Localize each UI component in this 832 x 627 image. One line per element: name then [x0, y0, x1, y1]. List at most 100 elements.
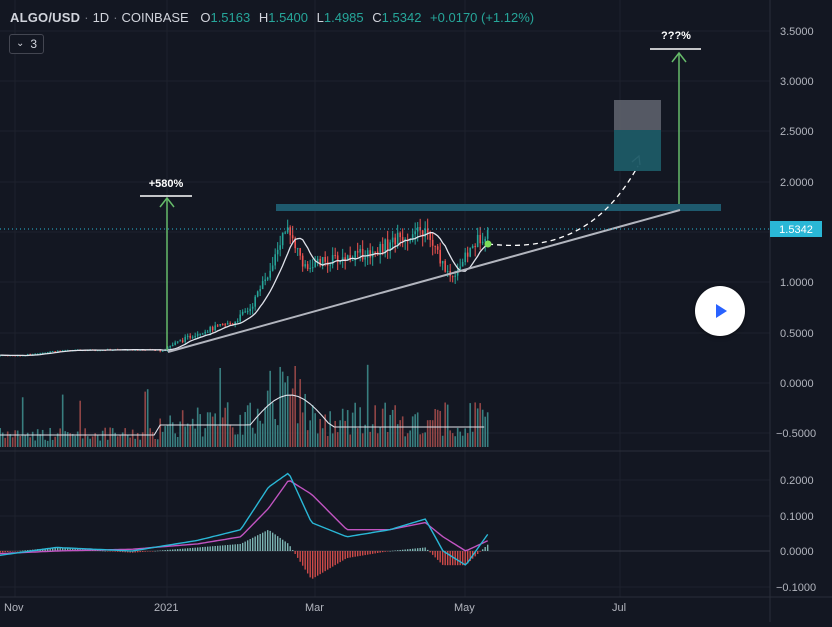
macd-histogram-bar	[244, 541, 246, 551]
macd-histogram-bar	[364, 551, 366, 556]
volume-bar	[401, 416, 404, 447]
volume-bar	[81, 438, 84, 447]
volume-bar	[479, 403, 481, 447]
macd-histogram-bar	[476, 551, 479, 555]
macd-histogram-bar	[64, 548, 66, 551]
candle-body	[406, 239, 409, 241]
target-zone-upper[interactable]	[614, 100, 661, 130]
macd-histogram-bar	[134, 551, 136, 553]
candle-body	[239, 314, 241, 322]
high-value: 1.5400	[268, 10, 309, 25]
volume-bar	[181, 410, 184, 447]
interval[interactable]: 1D	[92, 10, 110, 25]
macd-histogram-bar	[419, 547, 421, 551]
macd-axis[interactable]: 0.2000 0.1000 0.0000 −0.1000	[776, 475, 816, 594]
volume-bar	[436, 409, 439, 447]
volume-bar	[91, 436, 94, 447]
target-zone-lower[interactable]	[614, 130, 661, 171]
candle-body	[44, 352, 46, 354]
volume-bar	[271, 402, 274, 447]
low-value: 1.4985	[323, 10, 364, 25]
candle-body	[434, 245, 436, 247]
volume-bar	[289, 394, 291, 447]
projected-path[interactable]	[487, 165, 639, 246]
volume-bar	[194, 428, 196, 447]
volume-bar	[174, 433, 176, 447]
volume-bar	[139, 439, 141, 447]
volume-bar	[154, 438, 156, 447]
macd-histogram-bar	[371, 551, 374, 554]
candle-body	[396, 232, 399, 245]
resistance-zone[interactable]	[276, 204, 721, 211]
candle-body	[209, 326, 211, 332]
indicators-toggle-button[interactable]: ⌄ 3	[9, 34, 45, 54]
macd-histogram-bar	[176, 549, 179, 551]
price-tick-label: 2.0000	[780, 177, 814, 189]
volume-bar	[389, 414, 391, 447]
volume-bar	[96, 435, 99, 447]
current-price-badge	[770, 221, 822, 237]
macd-histogram-bar	[6, 551, 9, 552]
volume-bar	[281, 371, 284, 447]
macd-histogram-bar	[464, 551, 466, 566]
volume-bar	[164, 426, 166, 447]
macd-histogram-bar	[149, 551, 151, 552]
ascending-trendline[interactable]	[167, 209, 681, 353]
volume-bar	[461, 435, 464, 447]
volume-bar	[329, 411, 331, 447]
volume-bar	[24, 434, 26, 447]
candle-body	[421, 230, 424, 237]
candle-body	[241, 311, 244, 315]
candle-body	[39, 352, 41, 354]
volume-bar	[379, 426, 381, 447]
macd-histogram-bar	[484, 547, 486, 551]
candle-body	[314, 261, 316, 268]
macd-histogram-bar	[174, 549, 176, 551]
candle-body	[224, 324, 226, 326]
volume-bar	[184, 426, 186, 447]
volume-bar	[221, 417, 224, 447]
volume-bar	[186, 423, 189, 447]
macd-histogram-bar	[346, 551, 349, 558]
volume-bar	[446, 404, 449, 447]
symbol-name[interactable]: ALGO/USD	[10, 10, 81, 25]
volume-bar	[196, 407, 199, 447]
candle-body	[286, 227, 289, 233]
macd-tick-label: 0.0000	[780, 546, 814, 558]
candle-body	[236, 321, 239, 323]
macd-histogram-bar	[469, 551, 471, 562]
volume-bar	[306, 430, 309, 447]
play-button[interactable]	[695, 286, 745, 336]
candle-body	[476, 234, 479, 248]
candle-body	[431, 239, 434, 246]
macd-histogram-bar	[99, 550, 101, 552]
macd-histogram-bar	[474, 551, 476, 557]
symbol-legend[interactable]: ALGO/USD · 1D · COINBASE O1.5163 H1.5400 L1.…	[10, 10, 534, 25]
volume-bar	[124, 428, 126, 447]
candle-body	[189, 335, 191, 338]
price-tick-label: −0.5000	[776, 428, 816, 440]
candle-body	[64, 350, 66, 352]
candle-body	[289, 227, 291, 236]
macd-histogram-bar	[9, 551, 11, 552]
volume-bar	[374, 405, 376, 447]
volume-bar	[69, 433, 71, 447]
candle-body	[304, 264, 306, 267]
price-axis[interactable]: 3.5000 3.0000 2.5000 2.0000 1.5000 1.000…	[776, 26, 816, 440]
time-axis[interactable]: Nov 2021 Mar May Jul	[4, 602, 626, 614]
volume-bar	[416, 412, 419, 447]
volume-bar	[291, 388, 294, 447]
volume-bar	[39, 434, 41, 447]
candle-body	[229, 323, 231, 325]
macd-histogram-bar	[284, 541, 286, 551]
volume-bar	[64, 431, 66, 447]
volume-bar	[4, 437, 6, 447]
volume-bar	[369, 431, 371, 447]
current-price-marker[interactable]	[484, 240, 492, 248]
macd-histogram-bar	[321, 551, 324, 573]
candle-body	[329, 264, 331, 266]
candle-body	[251, 306, 254, 309]
volume-bar	[486, 412, 489, 447]
